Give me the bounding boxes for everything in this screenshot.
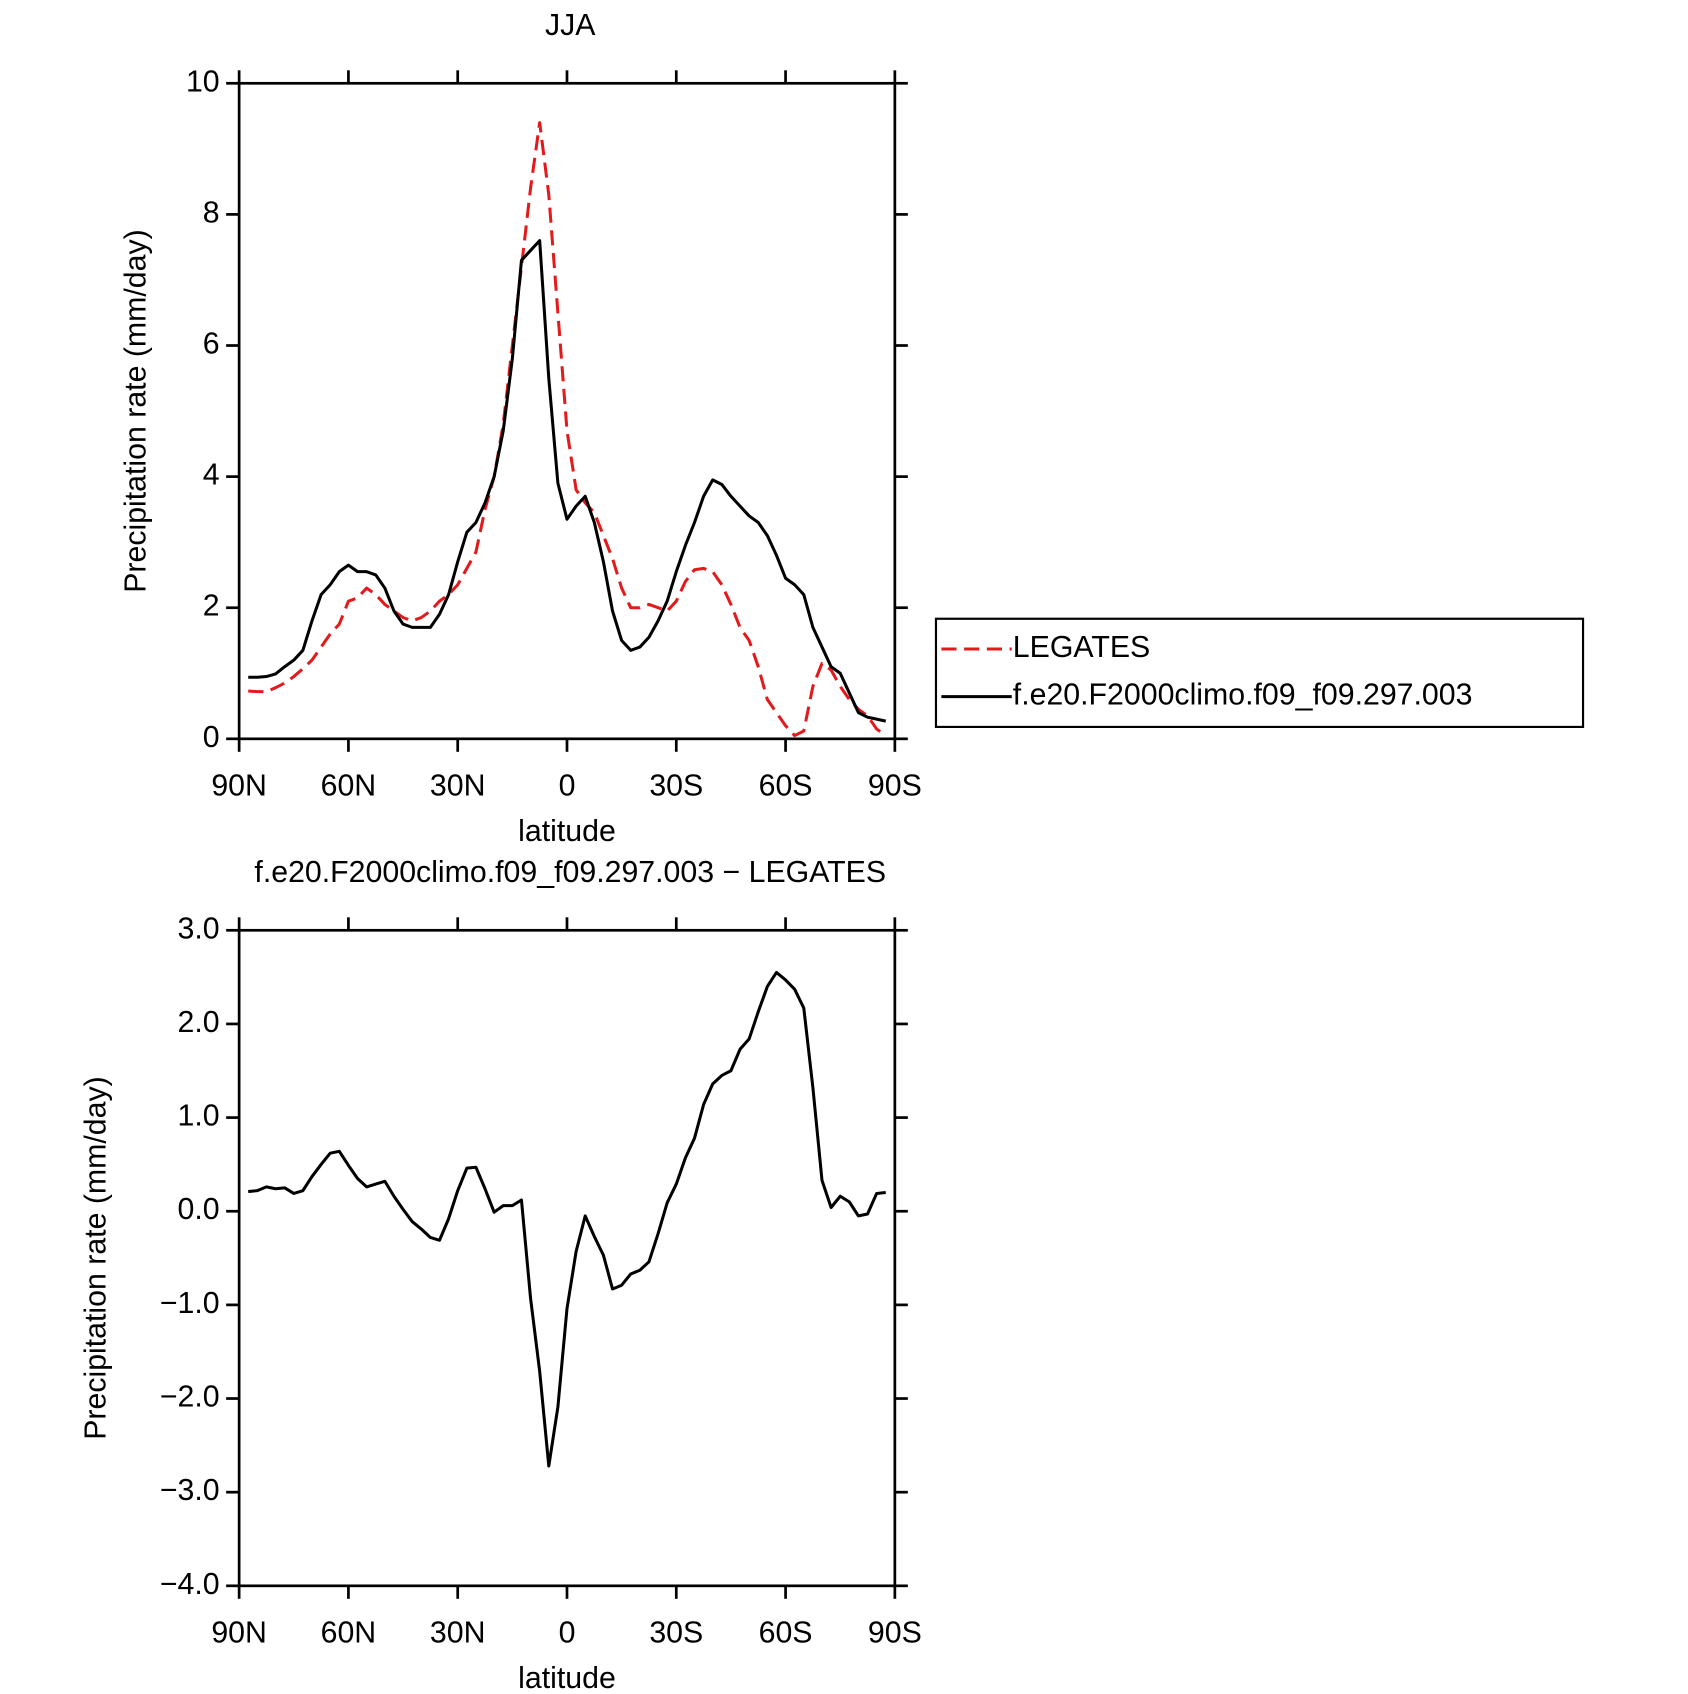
x-tick-label: 0	[559, 1617, 576, 1650]
y-tick-label: 2	[203, 590, 220, 623]
y-tick-label: 3.0	[178, 912, 220, 945]
y-axis-label: Precipitation rate (mm/day)	[119, 229, 152, 592]
plot-frame	[237, 928, 897, 1588]
x-tick-label: 60N	[321, 770, 377, 803]
x-tick-label: 60N	[321, 1617, 377, 1650]
x-tick-label: 90S	[868, 1617, 922, 1650]
data-line	[248, 239, 887, 723]
x-tick-label: 60S	[759, 770, 813, 803]
x-tick-label: 30N	[430, 770, 486, 803]
legend-label: f.e20.F2000climo.f09_f09.297.003	[1013, 679, 1473, 712]
y-axis-label: Precipitation rate (mm/day)	[79, 1076, 112, 1439]
data-line	[248, 121, 887, 738]
x-tick-label: 60S	[759, 1617, 813, 1650]
y-tick-label: 6	[203, 328, 220, 361]
x-tick-label: 0	[559, 770, 576, 803]
x-axis-label: latitude	[518, 1662, 616, 1694]
y-tick-label: 10	[186, 65, 220, 98]
plot-frame	[237, 81, 897, 741]
y-tick-label: −4.0	[160, 1568, 220, 1601]
chart-title: f.e20.F2000climo.f09_f09.297.003 − LEGAT…	[254, 856, 886, 889]
y-tick-label: 0	[203, 721, 220, 754]
x-tick-label: 90N	[211, 770, 267, 803]
x-tick-label: 90N	[211, 1617, 267, 1650]
legend-box	[934, 617, 1585, 729]
y-tick-label: 4	[203, 459, 220, 492]
y-tick-label: −1.0	[160, 1287, 220, 1320]
y-tick-label: 2.0	[178, 1006, 220, 1039]
y-tick-label: 1.0	[178, 1100, 220, 1133]
x-tick-label: 30S	[649, 1617, 703, 1650]
y-tick-label: 8	[203, 196, 220, 229]
y-tick-label: −2.0	[160, 1381, 220, 1414]
legend-label: LEGATES	[1013, 631, 1150, 664]
data-line	[248, 970, 886, 1468]
x-tick-label: 90S	[868, 770, 922, 803]
x-tick-label: 30S	[649, 770, 703, 803]
y-tick-label: −3.0	[160, 1474, 220, 1507]
chart-title: JJA	[545, 9, 596, 42]
x-axis-label: latitude	[518, 815, 616, 848]
y-tick-label: 0.0	[178, 1193, 220, 1226]
x-tick-label: 30N	[430, 1617, 486, 1650]
